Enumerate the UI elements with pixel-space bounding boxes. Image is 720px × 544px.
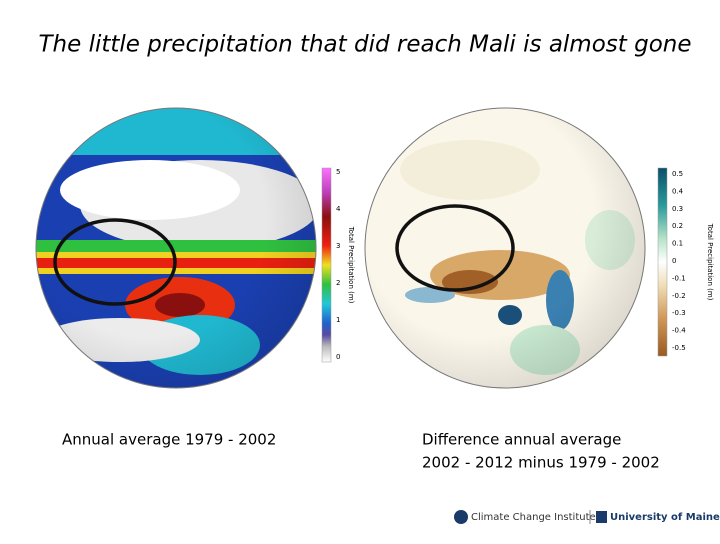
colorbar-label: Total Precipitation (m) bbox=[347, 226, 355, 304]
university-logo bbox=[596, 511, 607, 523]
colorbar-ticks: 5 4 3 2 1 0 bbox=[336, 168, 341, 361]
colorbar-tick-label: 0 bbox=[336, 353, 340, 361]
colorbar-tick-label: 1 bbox=[336, 316, 340, 324]
left-caption: Annual average 1979 - 2002 bbox=[62, 431, 276, 449]
globe-outline bbox=[364, 107, 646, 389]
colorbar-tick-label: 3 bbox=[336, 242, 340, 250]
right-caption: 2002 - 2012 minus 1979 - 2002 bbox=[422, 454, 660, 472]
mali-circle bbox=[53, 218, 177, 306]
colorbar-tick-label: 0.1 bbox=[672, 240, 683, 248]
right-caption: Difference annual average bbox=[422, 431, 621, 449]
difference-map bbox=[365, 108, 645, 388]
colorbar-tick-label: -0.5 bbox=[672, 344, 686, 352]
colorbar-tick-label: 0.4 bbox=[672, 187, 684, 195]
colorbar-tick-label: 0 bbox=[672, 257, 676, 265]
institute-name: Climate Change Institute bbox=[471, 512, 596, 523]
mali-circle bbox=[395, 204, 515, 292]
precipitation-map bbox=[36, 108, 316, 388]
colorbar-tick-label: 5 bbox=[336, 168, 340, 176]
colorbar bbox=[657, 167, 668, 357]
slide-title: The little precipitation that did reach … bbox=[38, 32, 691, 58]
colorbar-tick-label: 0.2 bbox=[672, 222, 683, 230]
colorbar-tick-label: 0.5 bbox=[672, 170, 683, 178]
colorbar-tick-label: 2 bbox=[336, 279, 340, 287]
colorbar-tick-label: -0.2 bbox=[672, 292, 686, 300]
colorbar-tick-label: -0.4 bbox=[672, 327, 686, 335]
colorbar-tick-label: -0.3 bbox=[672, 309, 686, 317]
colorbar-tick-label: -0.1 bbox=[672, 274, 686, 282]
colorbar-ticks: 0.5 0.4 0.3 0.2 0.1 0 -0.1 -0.2 -0.3 -0.4 -0.5 bbox=[672, 170, 686, 352]
institute-logo bbox=[454, 510, 468, 524]
colorbar bbox=[321, 167, 332, 363]
colorbar-tick-label: 4 bbox=[336, 205, 341, 213]
globe-outline bbox=[35, 107, 317, 389]
colorbar-label: Total Precipitation (m) bbox=[706, 223, 714, 301]
university-name: University of Maine bbox=[610, 512, 720, 523]
colorbar-tick-label: 0.3 bbox=[672, 205, 683, 213]
